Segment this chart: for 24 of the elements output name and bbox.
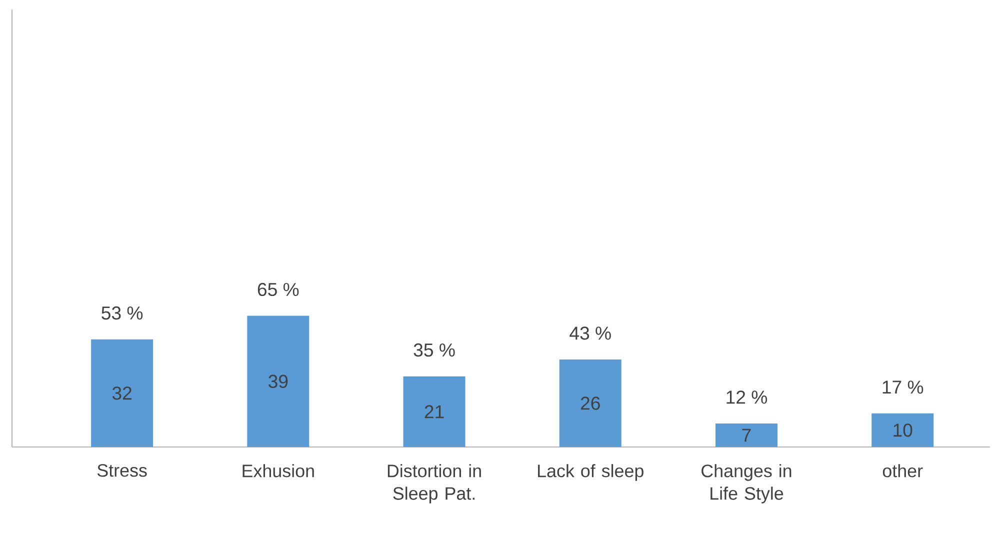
x-tick-label: Changes in Life Style [702,464,792,504]
bar [403,376,466,447]
data-label: 21 [424,405,444,418]
data-label: 7 [742,428,751,442]
annotation: 43 % [570,326,611,340]
annotation: 12 % [726,390,767,404]
x-tick-label: Lack of sleep [538,464,644,481]
bar [872,413,934,447]
annotation: 53 % [102,306,143,320]
bar [91,339,154,447]
x-tick-label: Distortion in Sleep Pat. [388,464,481,504]
x-tick-label: other [882,464,923,478]
x-tick-label: Stress [97,464,147,477]
data-label: 10 [894,424,912,437]
data-label: 32 [112,386,132,400]
annotation: 65 % [258,282,299,296]
data-label: 39 [268,374,288,388]
annotation: 17 % [882,380,924,394]
x-tick-label: Exhusion [242,464,314,478]
bar [559,360,622,447]
data-label: 26 [580,396,600,410]
bar [715,423,778,447]
annotation: 35 % [414,343,455,357]
bar [247,316,310,447]
